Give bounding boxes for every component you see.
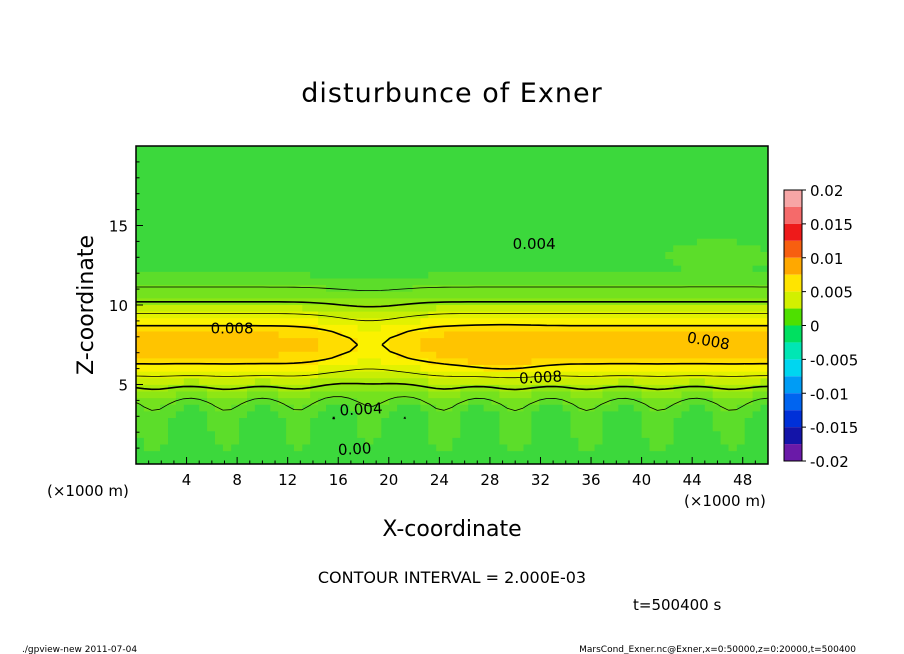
colorbar-swatch xyxy=(784,376,802,394)
x-tick-label: 12 xyxy=(278,471,297,489)
y-tick-label: 10 xyxy=(109,297,128,315)
x-tick-label: 44 xyxy=(683,471,702,489)
y-tick-label: 15 xyxy=(109,218,128,236)
colorbar-swatch xyxy=(784,206,802,224)
x-tick-label: 20 xyxy=(379,471,398,489)
contour-line xyxy=(136,323,768,370)
colorbar-swatch xyxy=(784,410,802,428)
field-bands xyxy=(136,238,768,452)
contour-label: 0.00 xyxy=(338,439,372,459)
x-tick-label: 48 xyxy=(733,471,752,489)
x-tick-label: 28 xyxy=(480,471,499,489)
x-tick-label: 32 xyxy=(531,471,550,489)
colorbar-tick-label: -0.015 xyxy=(810,419,858,437)
contour-label: 0.008 xyxy=(211,319,254,337)
contour-line xyxy=(136,286,768,411)
colorbar-swatch xyxy=(784,342,802,360)
colorbar-tick-label: -0.02 xyxy=(810,453,849,471)
time-label: t=500400 s xyxy=(633,596,721,614)
x-axis-label: X-coordinate xyxy=(382,517,521,542)
colorbar-swatch xyxy=(784,223,802,241)
x-tick-label: 24 xyxy=(430,471,449,489)
colorbar-swatch xyxy=(784,325,802,343)
colorbar-swatch xyxy=(784,240,802,258)
footer-left: ./gpview-new 2011-07-04 xyxy=(22,645,137,654)
footer-right: MarsCond_Exner.nc@Exner,x=0:50000,z=0:20… xyxy=(579,645,856,654)
x-tick-label: 40 xyxy=(632,471,651,489)
contour-line xyxy=(136,301,768,391)
x-axis-ticks: 4 8 12 16 20 24 28 32 36 40 44 48 xyxy=(148,457,756,489)
colorbar-swatch xyxy=(784,257,802,275)
colorbar-tick-label: -0.01 xyxy=(810,385,849,403)
colorbar-swatch xyxy=(784,274,802,292)
y-tick-label: 5 xyxy=(118,377,128,395)
x-unit-left: (×1000 m) xyxy=(47,482,129,500)
colorbar-tick-label: 0.02 xyxy=(810,182,843,200)
colorbar-tick-label: 0 xyxy=(810,318,820,336)
chart-title: disturbunce of Exner xyxy=(301,78,602,109)
x-tick-label: 4 xyxy=(182,471,192,489)
x-tick-label: 16 xyxy=(329,471,348,489)
contour-line xyxy=(136,313,768,379)
colorbar-swatch xyxy=(784,359,802,377)
contour-label: 0.004 xyxy=(339,399,383,419)
contour-interval: CONTOUR INTERVAL = 2.000E-03 xyxy=(318,568,586,587)
colorbar-swatch xyxy=(784,308,802,326)
contour-lines xyxy=(136,286,768,420)
colorbar-tick-label: -0.005 xyxy=(810,351,858,369)
colorbar-tick-label: 0.005 xyxy=(810,284,853,302)
colorbar-swatch xyxy=(784,190,802,207)
x-tick-label: 36 xyxy=(581,471,600,489)
colorbar-swatch xyxy=(784,444,802,461)
colorbar: 0.02 0.015 0.01 0.005 0 -0.005 -0.01 -0.015 -0.0… xyxy=(783,182,858,471)
field-band xyxy=(136,331,768,366)
colorbar-swatch xyxy=(784,291,802,309)
y-axis-label: Z-coordinate xyxy=(74,235,99,375)
contour-label: 0.008 xyxy=(519,367,563,387)
y-axis-ticks: 5 10 15 xyxy=(109,161,143,449)
colorbar-swatch xyxy=(784,393,802,411)
x-tick-label: 8 xyxy=(232,471,242,489)
colorbar-tick-label: 0.01 xyxy=(810,250,843,268)
contour-label: 0.004 xyxy=(513,235,556,253)
colorbar-tick-label: 0.015 xyxy=(810,216,853,234)
contour-line xyxy=(332,416,407,420)
x-unit-right: (×1000 m) xyxy=(684,492,766,510)
colorbar-swatch xyxy=(784,427,802,445)
